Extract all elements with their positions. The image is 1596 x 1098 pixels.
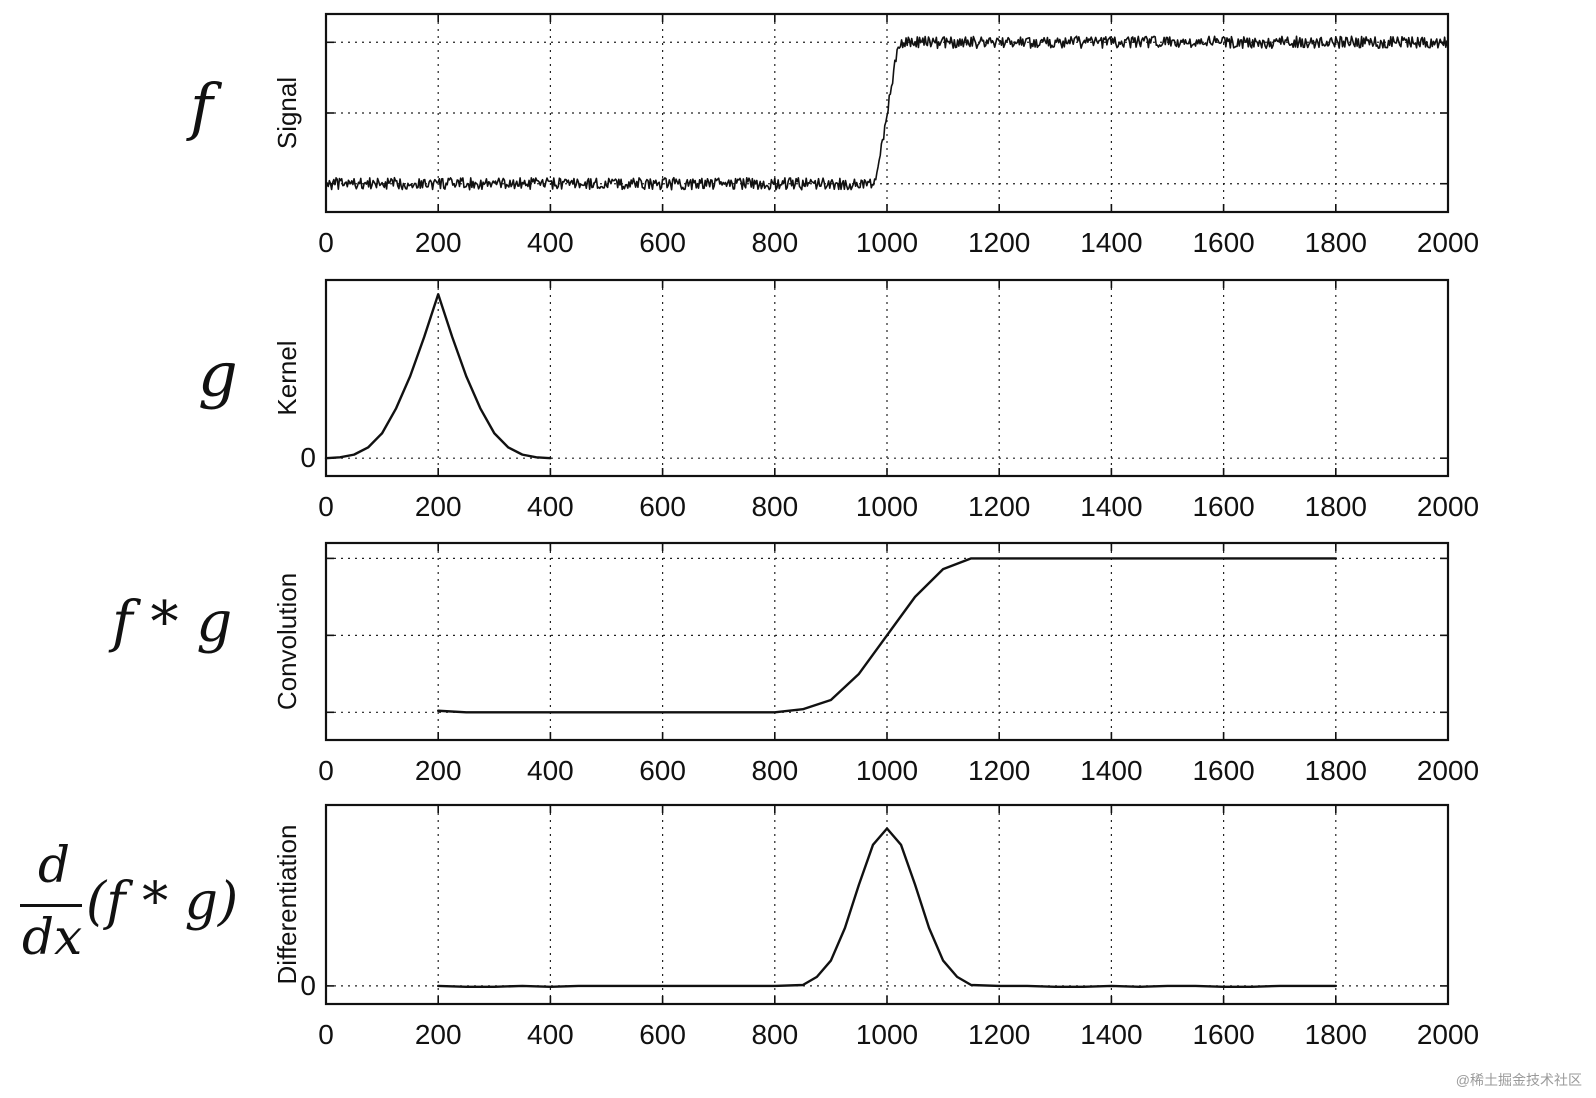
y-axis-label: Differentiation: [272, 825, 302, 985]
x-tick-label: 1600: [1192, 227, 1254, 258]
x-tick-label: 400: [527, 755, 574, 786]
data-series-line: [325, 35, 1449, 191]
x-tick-label: 1000: [856, 227, 918, 258]
y-axis-label: Convolution: [272, 573, 302, 710]
x-tick-label: 1000: [856, 755, 918, 786]
fraction-bar: [20, 904, 82, 907]
x-tick-label: 1600: [1192, 1019, 1254, 1050]
x-tick-label: 1600: [1192, 755, 1254, 786]
x-tick-label: 1600: [1192, 491, 1254, 522]
x-tick-label: 400: [527, 227, 574, 258]
x-tick-label: 600: [639, 1019, 686, 1050]
plot-frame: [324, 541, 1450, 742]
x-tick-label: 1200: [968, 755, 1030, 786]
x-tick-label: 200: [415, 491, 462, 522]
x-tick-label: 1200: [968, 491, 1030, 522]
x-tick-label: 1200: [968, 227, 1030, 258]
x-tick-label: 800: [751, 227, 798, 258]
x-tick-label: 800: [751, 491, 798, 522]
x-tick-label: 200: [415, 1019, 462, 1050]
x-tick-label: 1400: [1080, 1019, 1142, 1050]
x-tick-label: 600: [639, 227, 686, 258]
signal-panel-label: f: [190, 70, 213, 143]
x-tick-label: 0: [318, 227, 334, 258]
chart-panel-kernel: 0 200 400 600 800 1000 1200 1400 1600 1800 2000 0 Ke…: [272, 278, 1479, 522]
x-tick-label: 800: [751, 755, 798, 786]
x-tick-label: 2000: [1417, 755, 1479, 786]
x-tick-label: 800: [751, 1019, 798, 1050]
x-tick-label: 1400: [1080, 755, 1142, 786]
x-tick-label: 400: [527, 1019, 574, 1050]
x-tick-label: 2000: [1417, 227, 1479, 258]
kernel-panel-label: g: [198, 338, 238, 411]
y-tick-label: 0: [300, 442, 316, 473]
data-series-line: [324, 293, 552, 460]
x-tick-label: 0: [318, 491, 334, 522]
x-tick-label: 200: [415, 755, 462, 786]
x-tick-label: 400: [527, 491, 574, 522]
x-tick-label: 1200: [968, 1019, 1030, 1050]
x-tick-label: 0: [318, 755, 334, 786]
x-tick-label: 600: [639, 755, 686, 786]
x-tick-label: 200: [415, 227, 462, 258]
y-tick-label: 0: [300, 970, 316, 1001]
derivative-expression: (f * g): [86, 872, 239, 932]
chart-panel-convolution: 0 200 400 600 800 1000 1200 1400 1600 1800 2000 Con…: [272, 541, 1479, 786]
x-tick-label: 1800: [1305, 1019, 1367, 1050]
x-tick-label: 1000: [856, 491, 918, 522]
y-axis-label: Kernel: [272, 340, 302, 415]
differentiation-panel-label: d dx (f * g): [20, 836, 250, 976]
derivative-denominator: dx: [22, 908, 83, 966]
derivative-fraction: d dx: [20, 836, 90, 976]
x-tick-label: 2000: [1417, 491, 1479, 522]
convolution-panel-label: f * g: [112, 590, 233, 655]
x-tick-label: 1800: [1305, 491, 1367, 522]
x-tick-label: 2000: [1417, 1019, 1479, 1050]
data-series-line: [437, 557, 1338, 714]
chart-panel-signal: 0 200 400 600 800 1000 1200 1400 1600 1800 2000 Sig…: [272, 12, 1479, 258]
chart-panel-differentiation: 0 200 400 600 800 1000 1200 1400 1600 1800 20000Di…: [272, 803, 1479, 1050]
x-tick-label: 0: [318, 1019, 334, 1050]
x-tick-label: 1800: [1305, 755, 1367, 786]
x-tick-label: 600: [639, 491, 686, 522]
x-tick-label: 1400: [1080, 491, 1142, 522]
x-tick-label: 1400: [1080, 227, 1142, 258]
x-tick-label: 1800: [1305, 227, 1367, 258]
watermark: @稀土掘金技术社区: [1455, 1072, 1582, 1088]
derivative-numerator: d: [38, 836, 71, 894]
y-axis-label: Signal: [272, 77, 302, 149]
x-tick-label: 1000: [856, 1019, 918, 1050]
data-series-line: [437, 827, 1338, 989]
